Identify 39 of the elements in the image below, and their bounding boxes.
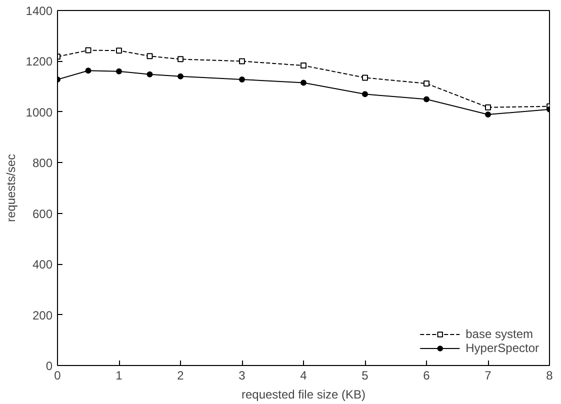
legend-label: HyperSpector xyxy=(466,341,539,355)
point xyxy=(178,56,184,62)
y-tick-label: 200 xyxy=(32,308,53,322)
y-tick-label: 800 xyxy=(32,156,53,170)
point xyxy=(362,74,368,81)
x-tick-label: 3 xyxy=(238,368,246,382)
x-tick-label: 4 xyxy=(300,368,308,382)
x-tick-label: 5 xyxy=(362,368,369,382)
point xyxy=(239,76,245,82)
point xyxy=(362,91,368,98)
point xyxy=(116,68,122,74)
x-tick-label: 0 xyxy=(54,368,62,382)
point xyxy=(85,68,92,74)
x-tick-label: 2 xyxy=(177,368,184,382)
point xyxy=(116,48,122,54)
legend-label: base system xyxy=(466,327,533,341)
y-tick-label: 600 xyxy=(32,206,53,221)
x-tick-label: 8 xyxy=(546,368,554,382)
x-axis-title: requested file size (KB) xyxy=(241,388,366,402)
point xyxy=(239,58,245,64)
y-tick-label: 1200 xyxy=(26,54,53,69)
x-tick-label: 7 xyxy=(484,368,492,382)
point xyxy=(485,104,491,110)
x-tick-label: 1 xyxy=(116,368,123,382)
point xyxy=(300,62,306,69)
y-tick-label: 1000 xyxy=(26,105,53,120)
point xyxy=(424,96,430,102)
point xyxy=(178,73,184,80)
point xyxy=(300,80,306,86)
y-tick-label: 0 xyxy=(46,359,53,373)
point xyxy=(424,80,430,87)
y-tick-label: 1400 xyxy=(26,4,53,18)
y-tick-label: 400 xyxy=(32,258,53,272)
point xyxy=(85,47,92,54)
y-axis-title: requests/sec xyxy=(4,154,18,222)
point xyxy=(146,71,153,78)
x-tick-label: 6 xyxy=(423,368,430,382)
point xyxy=(146,53,153,60)
point xyxy=(485,111,491,118)
